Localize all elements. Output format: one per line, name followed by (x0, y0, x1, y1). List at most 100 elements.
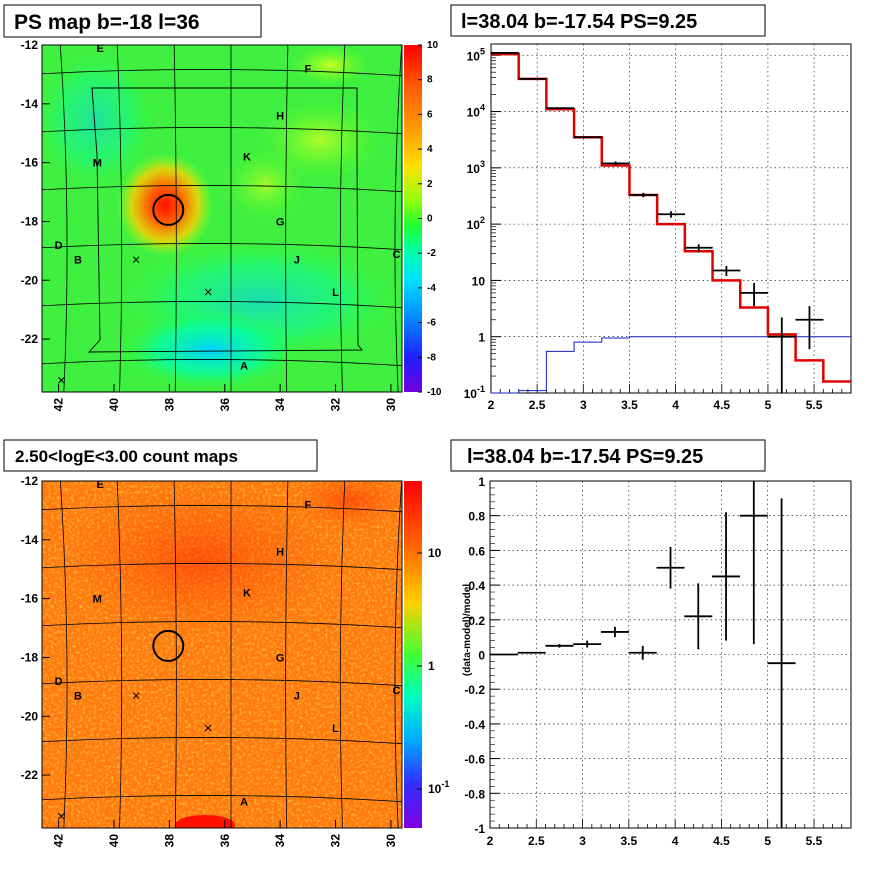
y-tick-label: 1 (478, 331, 485, 345)
meridian-line (285, 481, 289, 828)
y-tick-label: 0.8 (468, 510, 485, 524)
meridian-line (116, 45, 123, 392)
cross-marker (204, 724, 212, 732)
source-label: A (240, 361, 248, 373)
x-tick-label: 32 (329, 398, 343, 412)
x-tick-label: 5.5 (806, 834, 823, 848)
x-tick-label: 30 (384, 398, 398, 412)
colorbar-tick-label: 10 (428, 546, 442, 560)
y-tick-label: -0.6 (464, 753, 485, 767)
colorbar-tick-label: -10 (427, 387, 442, 398)
source-label: D (55, 676, 63, 688)
x-tick-label: 42 (52, 834, 66, 848)
colorbar-tick-label: 4 (427, 144, 433, 155)
parallel-line (42, 563, 402, 571)
meridian-line (173, 481, 177, 828)
x-tick-label: 30 (384, 834, 398, 848)
y-tick-label: -16 (21, 156, 39, 170)
y-tick-label: 102 (467, 215, 485, 232)
parallel-line (42, 737, 402, 745)
x-tick-label: 4.5 (713, 834, 730, 848)
colorbar-tick-label: 0 (427, 214, 433, 225)
source-circle (152, 629, 185, 662)
y-tick-label: 104 (467, 103, 485, 120)
source-label: L (332, 287, 339, 299)
y-tick-label: -16 (21, 592, 39, 606)
count-map-panel: 2.50<logE<3.00 count maps E F H K M G DB J C L A 4… (3, 439, 449, 848)
residual-panel: l=38.04 b=-17.54 PS=9.25 (data-model)/mo… (450, 439, 852, 848)
ps-map-overlay: E F H K M G DB J C L A (55, 43, 400, 384)
ps-map-title-box (3, 4, 262, 38)
parallel-line (42, 359, 402, 367)
y-tick-label: 0 (478, 649, 485, 663)
y-tick-label: -12 (21, 38, 39, 52)
source-label: H (276, 547, 284, 559)
x-tick-label: 3.5 (621, 398, 638, 412)
source-label: G (276, 216, 285, 228)
parallel-line (42, 69, 402, 77)
source-label: M (93, 594, 102, 606)
y-tick-label: 0.2 (468, 614, 485, 628)
residual-title: l=38.04 b=-17.54 PS=9.25 (467, 446, 703, 468)
spectrum-title-box (450, 4, 766, 37)
y-tick-label: -18 (21, 214, 39, 228)
source-label: J (294, 691, 300, 703)
x-tick-label: 2.5 (529, 398, 546, 412)
source-label: G (276, 652, 285, 664)
cross-marker (204, 288, 212, 296)
y-tick-label: -1 (474, 822, 485, 836)
source-label: F (304, 500, 311, 512)
meridian-line (339, 481, 346, 828)
source-label: M (93, 158, 102, 170)
x-tick-label: 38 (162, 398, 176, 412)
x-tick-label: 40 (107, 398, 121, 412)
ps-map-axes: 42 40 38 36 34 32 30 -12 -14 -16 -18 -20 -22 (21, 38, 398, 411)
source-label: D (55, 240, 63, 252)
x-tick-label: 5 (765, 398, 772, 412)
source-label: C (392, 249, 400, 261)
ps-colorbar-ticks: 10 8 6 4 2 0 -2 -4 -6 -8 -10 (418, 40, 442, 398)
colorbar-tick-label: -8 (427, 352, 436, 363)
colorbar-tick-label: -4 (427, 283, 436, 294)
meridian-line (285, 45, 289, 392)
source-label: F (304, 64, 311, 76)
source-label: E (96, 43, 103, 55)
colorbar-tick-label: 6 (427, 109, 433, 120)
count-map-coord-grid (42, 481, 402, 828)
x-tick-label: 4 (672, 834, 679, 848)
y-tick-label: -14 (21, 97, 39, 111)
spectrum-frame (490, 43, 852, 394)
source-label: L (332, 723, 339, 735)
x-tick-label: 36 (218, 398, 232, 412)
parallel-line (42, 621, 402, 629)
cross-marker (132, 692, 140, 700)
cross-marker (132, 256, 140, 264)
x-tick-label: 3 (580, 398, 587, 412)
y-tick-label: -14 (21, 533, 39, 547)
source-label: H (276, 111, 284, 123)
y-tick-label: 103 (467, 159, 485, 176)
colorbar-tick-label: 10-1 (428, 779, 449, 796)
x-tick-label: 3.5 (621, 834, 638, 848)
x-tick-label: 4 (672, 398, 679, 412)
ps-colorbar (404, 45, 422, 392)
residual-ylabel: (data-model)/model (462, 584, 473, 676)
ps-map-heatmap (42, 45, 402, 392)
parallel-line (42, 505, 402, 513)
x-tick-label: 5 (764, 834, 771, 848)
count-map-heatmap (42, 481, 402, 828)
y-tick-label: 10 (472, 274, 486, 288)
residual-plot: 1 0.8 0.6 0.4 0.2 0 -0.2 -0.4 -0.6 -0.8 -12 2.5 3 3.5… (464, 475, 852, 848)
model-histogram (491, 52, 851, 383)
meridian-line (116, 481, 123, 828)
spectrum-panel: l=38.04 b=-17.54 PS=9.25 2 2.5 3 3.5 4 4.5 5 5.… (450, 4, 852, 412)
x-tick-label: 34 (273, 834, 287, 848)
x-tick-label: 2.5 (528, 834, 545, 848)
y-tick-label: 105 (467, 46, 485, 63)
x-tick-label: 3 (579, 834, 586, 848)
x-tick-label: 2 (488, 398, 495, 412)
x-tick-label: 42 (52, 398, 66, 412)
